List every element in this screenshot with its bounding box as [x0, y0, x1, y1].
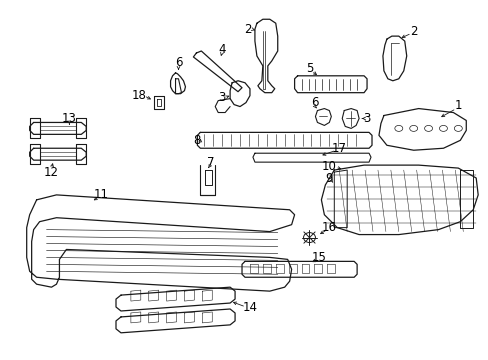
Text: 6: 6 — [174, 57, 182, 69]
Text: 10: 10 — [321, 159, 336, 172]
Text: 11: 11 — [93, 188, 108, 201]
Text: 12: 12 — [44, 166, 59, 179]
Text: 8: 8 — [193, 134, 201, 147]
Text: 14: 14 — [242, 301, 257, 314]
Text: 15: 15 — [311, 251, 326, 264]
Text: 3: 3 — [218, 91, 225, 104]
Text: 5: 5 — [305, 62, 312, 75]
Text: 18: 18 — [131, 89, 146, 102]
Text: 9: 9 — [325, 171, 332, 185]
Text: 2: 2 — [244, 23, 251, 36]
Text: 1: 1 — [454, 99, 461, 112]
Text: 7: 7 — [206, 156, 214, 168]
Text: 16: 16 — [321, 221, 336, 234]
Text: 3: 3 — [363, 112, 370, 125]
Text: 6: 6 — [310, 96, 318, 109]
Text: 2: 2 — [409, 24, 417, 38]
Text: 17: 17 — [331, 142, 346, 155]
Text: 4: 4 — [218, 42, 225, 55]
Text: 13: 13 — [62, 112, 77, 125]
